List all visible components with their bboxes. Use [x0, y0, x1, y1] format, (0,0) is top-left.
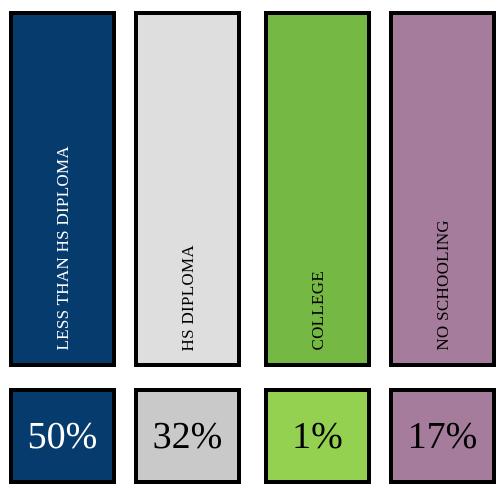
bar-3: COLLEGE: [264, 11, 371, 367]
bar-label-2: HS DIPLOMA: [177, 244, 197, 351]
bar-2: HS DIPLOMA: [134, 11, 241, 367]
value-label-2: 32%: [134, 388, 241, 484]
value-label-1: 50%: [9, 388, 116, 484]
bar-label-3: COLLEGE: [307, 271, 327, 351]
bar-label-1: LESS THAN HS DIPLOMA: [52, 146, 72, 351]
value-label-3: 1%: [264, 388, 371, 484]
bar-label-4: NO SCHOOLING: [432, 220, 452, 351]
bar-4: NO SCHOOLING: [389, 11, 496, 367]
value-label-4: 17%: [389, 388, 496, 484]
bar-1: LESS THAN HS DIPLOMA: [9, 11, 116, 367]
